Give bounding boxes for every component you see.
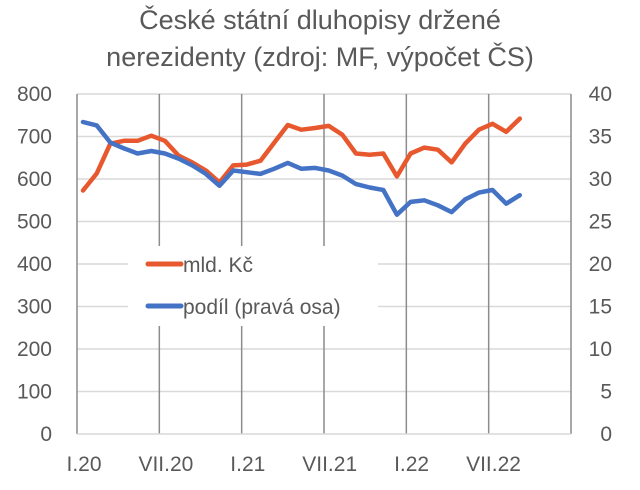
x-tick-label: VII.20 xyxy=(138,453,193,476)
right-y-tick-label: 40 xyxy=(589,83,612,106)
x-axis: I.20 VII.20 I.21 VII.21 I.22 VII.22 xyxy=(66,453,520,476)
series-line-mld-kc xyxy=(80,116,523,193)
legend-background xyxy=(128,246,378,326)
legend-item-mld-kc: mld. Kč xyxy=(145,254,253,277)
chart-title-line1: České státní dluhopisy držené xyxy=(139,5,501,35)
x-tick-label: VII.22 xyxy=(466,453,521,476)
series-line-podil xyxy=(80,119,523,217)
legend-label-podil: podíl (pravá osa) xyxy=(183,296,341,319)
left-y-tick-label: 800 xyxy=(17,83,52,106)
left-y-tick-label: 200 xyxy=(17,338,52,361)
left-y-axis: 0 100 200 300 400 500 600 700 800 xyxy=(17,83,52,446)
right-y-tick-label: 10 xyxy=(589,338,612,361)
right-y-tick-label: 0 xyxy=(600,423,612,446)
x-tick-label: I.22 xyxy=(394,453,429,476)
left-y-tick-label: 700 xyxy=(17,126,52,149)
right-y-tick-label: 30 xyxy=(589,168,612,191)
right-y-tick-label: 5 xyxy=(600,381,612,404)
left-y-tick-label: 400 xyxy=(17,253,52,276)
x-tick-label: VII.21 xyxy=(302,453,357,476)
series-lines xyxy=(80,116,523,217)
right-y-tick-label: 35 xyxy=(589,126,612,149)
legend-label-mld-kc: mld. Kč xyxy=(183,254,253,277)
x-tick-label: I.21 xyxy=(230,453,265,476)
legend: mld. Kč podíl (pravá osa) xyxy=(128,246,378,326)
right-y-tick-label: 25 xyxy=(589,211,612,234)
right-y-tick-label: 20 xyxy=(589,253,612,276)
left-y-tick-label: 0 xyxy=(40,423,52,446)
left-y-tick-label: 300 xyxy=(17,296,52,319)
left-y-tick-label: 600 xyxy=(17,168,52,191)
chart-title-line2: nerezidenty (zdroj: MF, výpočet ČS) xyxy=(106,42,534,72)
left-y-tick-label: 100 xyxy=(17,381,52,404)
left-y-tick-label: 500 xyxy=(17,211,52,234)
right-y-axis: 0 5 10 15 20 25 30 35 40 xyxy=(589,83,612,446)
chart-title: České státní dluhopisy držené nerezident… xyxy=(0,2,640,76)
legend-item-podil: podíl (pravá osa) xyxy=(145,296,341,319)
x-tick-label: I.20 xyxy=(66,453,101,476)
right-y-tick-label: 15 xyxy=(589,296,612,319)
